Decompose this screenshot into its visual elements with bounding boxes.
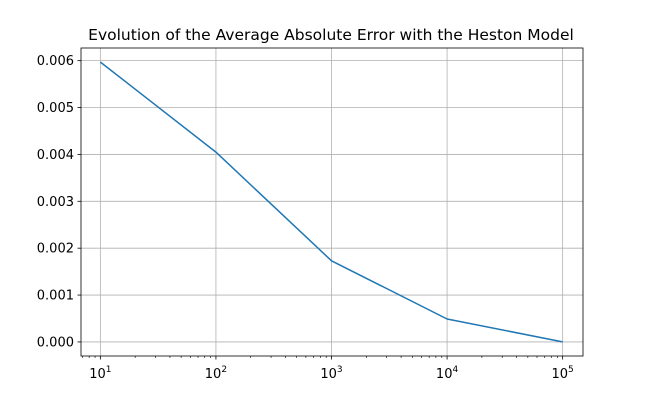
y-tick-label: 0.001 — [37, 289, 74, 304]
grid — [81, 48, 583, 356]
x-tick-label: 105 — [552, 365, 574, 382]
x-tick-label: 101 — [89, 365, 111, 382]
x-tick-label: 104 — [436, 365, 459, 382]
series-layer — [99, 61, 563, 343]
x-tick-label: 102 — [205, 365, 227, 382]
y-tick-label: 0.005 — [37, 101, 74, 116]
y-tick-label: 0.002 — [37, 242, 74, 257]
y-tick-label: 0.004 — [37, 148, 74, 163]
plot-frame — [80, 47, 584, 357]
y-tick-label: 0.003 — [37, 195, 74, 210]
x-tick-label: 103 — [320, 365, 342, 382]
chart-title: Evolution of the Average Absolute Error … — [88, 26, 574, 44]
series-line — [99, 61, 563, 343]
tick-layer: 101 102 103 104 105 0.000 0.001 0.002 0.003 0.004… — [37, 54, 574, 382]
y-tick-label: 0.000 — [37, 335, 74, 350]
y-tick-label: 0.006 — [37, 54, 74, 69]
